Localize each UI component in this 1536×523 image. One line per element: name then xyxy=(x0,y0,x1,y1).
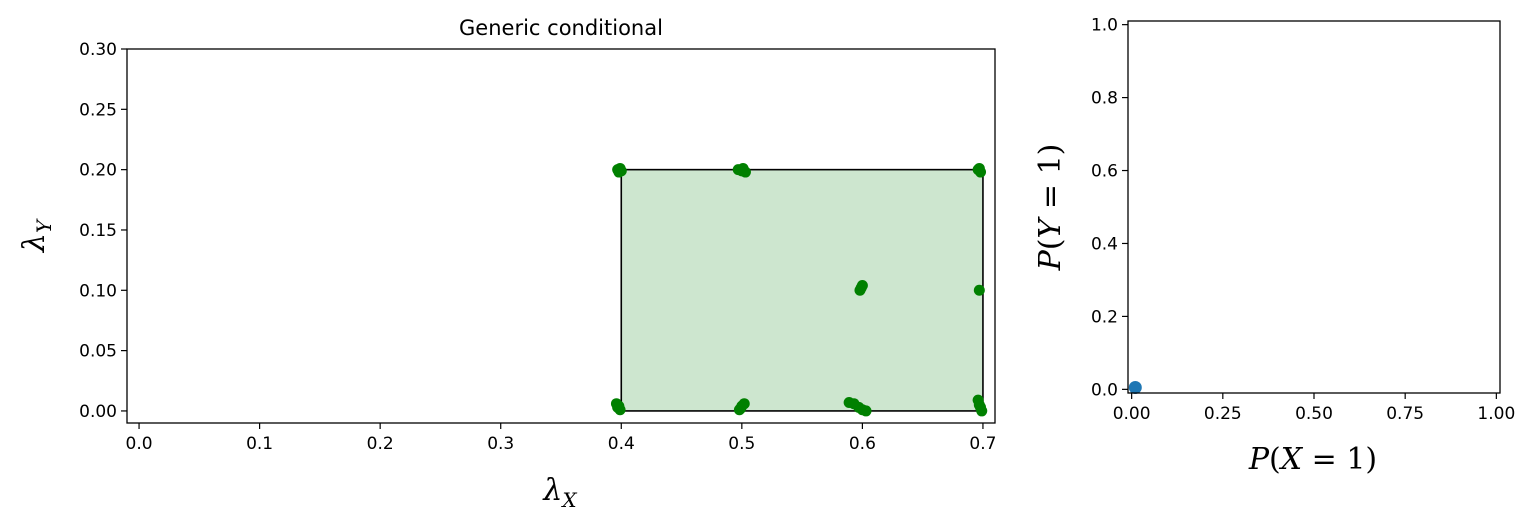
left-y-ticks: 0.00 0.05 0.10 0.15 0.20 0.25 0.30 xyxy=(79,40,127,422)
x-tick-label: 0.3 xyxy=(487,434,514,454)
left-axes-frame xyxy=(126,48,996,424)
left-points-layer xyxy=(610,162,988,417)
left-chart-title: Generic conditional xyxy=(459,16,663,40)
right-y-axis-label: P(Y = 1) xyxy=(1033,144,1068,272)
data-point xyxy=(737,162,749,174)
feasible-region xyxy=(620,168,984,412)
data-point xyxy=(860,405,872,417)
x-tick-label: 0.4 xyxy=(608,434,635,454)
left-chart: Generic conditional 0.0 0.1 0.2 0.3 0.4 0.5 0.… xyxy=(17,16,996,512)
y-tick-label: 0.15 xyxy=(79,221,117,241)
data-point xyxy=(614,162,626,174)
x-tick-label: 0.2 xyxy=(367,434,394,454)
y-tick-label: 0.05 xyxy=(79,342,117,362)
x-tick-label: 0.0 xyxy=(126,434,153,454)
y-tick-label: 0.00 xyxy=(79,402,117,422)
data-point xyxy=(1128,381,1142,395)
x-tick-label: 0.00 xyxy=(1113,404,1151,424)
x-tick-label: 0.25 xyxy=(1204,404,1242,424)
y-tick-label: 0.4 xyxy=(1091,234,1118,254)
right-chart: 0.00 0.25 0.50 0.75 1.00 0.00.20.40.60.81.0 … xyxy=(1033,16,1515,477)
x-tick-label: 0.7 xyxy=(969,434,996,454)
y-tick-label: 0.2 xyxy=(1091,307,1118,327)
x-tick-label: 0.1 xyxy=(246,434,273,454)
y-tick-label: 0.0 xyxy=(1091,380,1118,400)
right-points-layer xyxy=(1128,381,1142,395)
data-point xyxy=(973,162,985,174)
x-tick-label: 0.50 xyxy=(1295,404,1333,424)
y-tick-label: 0.20 xyxy=(79,161,117,181)
data-point xyxy=(613,400,625,412)
left-y-axis-label: λY xyxy=(17,218,56,253)
feasible-region-layer xyxy=(620,168,984,412)
data-point xyxy=(973,284,985,296)
right-axes-frame xyxy=(1127,20,1501,394)
data-point xyxy=(976,405,988,417)
data-point xyxy=(735,403,747,415)
x-tick-label: 1.00 xyxy=(1477,404,1515,424)
x-tick-label: 0.6 xyxy=(849,434,876,454)
x-tick-label: 0.75 xyxy=(1386,404,1424,424)
y-tick-label: 1.0 xyxy=(1091,16,1118,36)
left-x-ticks: 0.0 0.1 0.2 0.3 0.4 0.5 0.6 0.7 xyxy=(126,423,996,454)
left-x-axis-label: λX xyxy=(542,473,577,512)
y-tick-label: 0.10 xyxy=(79,281,117,301)
right-x-ticks: 0.00 0.25 0.50 0.75 1.00 xyxy=(1113,393,1515,424)
y-tick-label: 0.6 xyxy=(1091,162,1118,182)
y-tick-label: 0.30 xyxy=(79,40,117,60)
right-y-ticks: 0.0 0.2 0.4 0.6 0.8 1.0 xyxy=(1091,16,1128,400)
data-point xyxy=(855,282,867,294)
x-tick-label: 0.5 xyxy=(728,434,755,454)
right-x-axis-label: P(X = 1) xyxy=(1248,442,1377,477)
y-tick-label: 0.8 xyxy=(1091,89,1118,109)
y-tick-label: 0.25 xyxy=(79,100,117,120)
